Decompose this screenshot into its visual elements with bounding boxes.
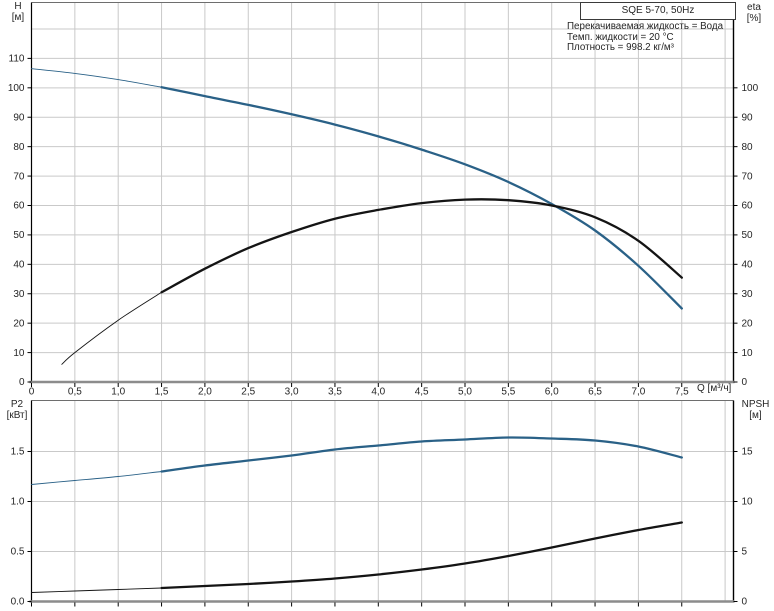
P2-curve xyxy=(160,436,683,473)
left-tick-label: 1.5 xyxy=(11,447,25,458)
right-tick-label: 10 xyxy=(742,497,754,508)
right-tick-label: 100 xyxy=(742,83,759,94)
right-tick-label: 40 xyxy=(742,260,754,271)
x-tick-label: 4,5 xyxy=(415,387,429,398)
left-tick-label: 0.0 xyxy=(11,597,25,608)
eta-curve-thin xyxy=(61,291,163,365)
right-tick-label: 0 xyxy=(742,597,748,608)
left-tick-label: 80 xyxy=(13,142,25,153)
condition-density: Плотность = 998.2 кг/м³ xyxy=(567,42,674,54)
right-axis-unit: [м] xyxy=(749,410,762,421)
left-axis-quantity: P2 xyxy=(10,399,24,410)
left-tick-label: 100 xyxy=(8,83,25,94)
left-tick-label: 10 xyxy=(13,348,25,359)
right-axis-quantity: NPSH xyxy=(741,399,770,410)
left-axis-title-top: H [м] xyxy=(4,1,32,23)
x-tick-label: 3,0 xyxy=(285,387,299,398)
left-axis-unit: [м] xyxy=(11,12,25,23)
left-tick-label: 1.0 xyxy=(11,497,25,508)
left-axis-quantity: H xyxy=(14,1,22,12)
right-tick-label: 15 xyxy=(742,447,754,458)
right-tick-label: 0 xyxy=(742,377,748,388)
right-tick-label: 20 xyxy=(742,318,754,329)
left-tick-label: 30 xyxy=(13,289,25,300)
right-tick-label: 80 xyxy=(742,142,754,153)
x-tick-label: 5,0 xyxy=(458,387,472,398)
left-tick-label: 50 xyxy=(13,230,25,241)
x-tick-label: 3,5 xyxy=(328,387,342,398)
x-tick-label: 7,5 xyxy=(675,387,689,398)
x-tick-label: 5,5 xyxy=(501,387,515,398)
x-tick-label: 2,0 xyxy=(198,387,212,398)
x-tick-label: 6,0 xyxy=(545,387,559,398)
H-curve-thin xyxy=(31,68,163,88)
left-tick-label: 40 xyxy=(13,260,25,271)
condition-liquid: Перекачиваемая жидкость = Вода xyxy=(567,21,724,32)
x-tick-label: 6,5 xyxy=(588,387,602,398)
left-tick-label: 70 xyxy=(13,171,25,182)
right-tick-label: 90 xyxy=(742,112,754,123)
right-tick-label: 5 xyxy=(742,547,748,558)
x-tick-label: 7,0 xyxy=(631,387,645,398)
right-tick-label: 60 xyxy=(742,201,754,212)
right-axis-quantity: eta xyxy=(747,2,761,13)
operating-conditions: Перекачиваемая жидкость = Вода Темп. жид… xyxy=(567,21,724,54)
pump-model-badge: SQE 5-70, 50Hz xyxy=(580,2,736,20)
right-axis-title-bottom: NPSH [м] xyxy=(737,399,774,421)
left-tick-label: 20 xyxy=(13,318,25,329)
left-tick-label: 90 xyxy=(13,112,25,123)
x-tick-label: 4,0 xyxy=(371,387,385,398)
x-axis-title: Q [м³/ч] xyxy=(697,383,732,394)
NPSH-curve-thin xyxy=(31,587,163,593)
left-tick-label: 110 xyxy=(9,54,25,65)
x-tick-label: 0,5 xyxy=(68,387,82,398)
x-tick-label: 1,0 xyxy=(111,387,125,398)
left-tick-label: 0.5 xyxy=(11,547,25,558)
x-tick-label: 1,5 xyxy=(155,387,169,398)
x-tick-label: 0 xyxy=(29,387,35,398)
right-tick-label: 50 xyxy=(742,230,754,241)
right-tick-label: 30 xyxy=(742,289,754,300)
right-tick-label: 10 xyxy=(742,348,754,359)
H-curve xyxy=(160,86,683,310)
P2-curve-thin xyxy=(31,471,163,485)
condition-temperature: Темп. жидкости = 20 °C xyxy=(567,31,674,43)
NPSH-curve xyxy=(160,521,683,590)
x-tick-label: 2,5 xyxy=(241,387,255,398)
left-tick-label: 0 xyxy=(19,377,25,388)
right-axis-title-top: eta [%] xyxy=(740,2,768,24)
eta-curve xyxy=(160,198,683,294)
right-axis-unit: [%] xyxy=(746,13,762,24)
right-tick-label: 70 xyxy=(742,171,754,182)
left-axis-title-bottom: P2 [кВт] xyxy=(2,399,32,421)
left-tick-label: 60 xyxy=(13,201,25,212)
left-axis-unit: [кВт] xyxy=(6,410,28,421)
